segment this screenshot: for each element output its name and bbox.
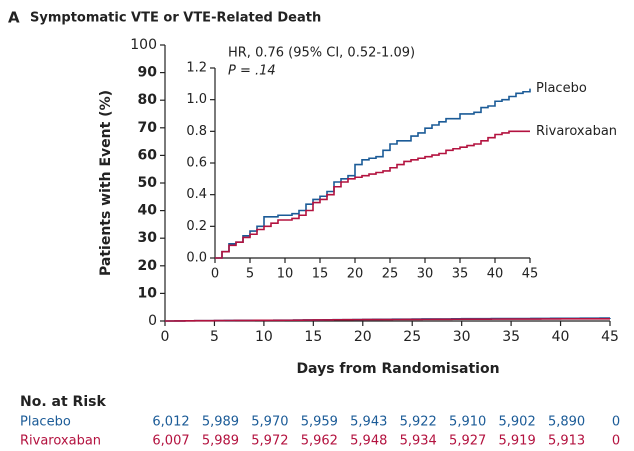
- x-tick-label: 15: [312, 267, 329, 282]
- x-tick-label: 35: [502, 329, 520, 345]
- risk-value: 5,989: [202, 415, 239, 430]
- risk-value: 5,972: [251, 434, 288, 449]
- y-tick-label: 1.2: [186, 61, 207, 76]
- x-tick-label: 5: [246, 267, 254, 282]
- risk-value: 5,959: [301, 415, 338, 430]
- annotation-hr: HR, 0.76 (95% CI, 0.52-1.09): [228, 46, 415, 61]
- y-tick-label: 70: [138, 120, 158, 136]
- risk-value: 5,902: [499, 415, 536, 430]
- risk-value: 6,007: [152, 434, 189, 449]
- chart-title: Symptomatic VTE or VTE-Related Death: [30, 11, 321, 26]
- x-tick-label: 40: [552, 329, 570, 345]
- x-tick-label: 35: [452, 267, 469, 282]
- step-line: [215, 88, 531, 259]
- y-tick-label: 0.0: [186, 251, 207, 266]
- risk-value: 0: [612, 434, 620, 449]
- risk-value: 5,934: [400, 434, 437, 449]
- annotation-p: P = .14: [228, 64, 276, 79]
- x-tick-label: 40: [487, 267, 504, 282]
- y-tick-label: 0.8: [186, 124, 207, 139]
- x-tick-label: 0: [161, 329, 170, 345]
- risk-value: 0: [612, 415, 620, 430]
- y-axis-title: Patients with Event (%): [98, 90, 114, 276]
- step-line: [215, 130, 530, 259]
- y-tick-label: 1.0: [186, 92, 207, 107]
- y-tick-label: 0.4: [186, 187, 207, 202]
- y-tick-label: 30: [138, 230, 158, 246]
- y-tick-label: 90: [138, 65, 158, 81]
- y-tick-label: 60: [138, 147, 158, 163]
- risk-value: 5,970: [251, 415, 288, 430]
- y-tick-label: 100: [130, 37, 157, 53]
- y-tick-label: 20: [138, 258, 158, 274]
- risk-row-name: Placebo: [20, 415, 71, 430]
- risk-value: 5,922: [400, 415, 437, 430]
- risk-row-name: Rivaroxaban: [20, 434, 101, 449]
- x-tick-label: 30: [417, 267, 434, 282]
- risk-value: 5,948: [350, 434, 387, 449]
- x-tick-label: 10: [255, 329, 273, 345]
- x-tick-label: 25: [382, 267, 399, 282]
- step-line: [165, 317, 610, 322]
- panel-letter: A: [8, 9, 20, 27]
- y-tick-label: 0.2: [186, 219, 207, 234]
- y-tick-label: 10: [138, 285, 158, 301]
- risk-value: 6,012: [152, 415, 189, 430]
- x-tick-label: 45: [601, 329, 619, 345]
- risk-table-title: No. at Risk: [20, 394, 106, 410]
- y-tick-label: 80: [138, 92, 158, 108]
- risk-value: 5,943: [350, 415, 387, 430]
- x-tick-label: 15: [304, 329, 322, 345]
- risk-value: 5,927: [449, 434, 486, 449]
- x-tick-label: 25: [403, 329, 421, 345]
- risk-value: 5,919: [499, 434, 536, 449]
- y-tick-label: 40: [138, 203, 158, 219]
- x-tick-label: 20: [354, 329, 372, 345]
- x-tick-label: 10: [277, 267, 294, 282]
- x-tick-label: 30: [453, 329, 471, 345]
- y-tick-label: 0.6: [186, 156, 207, 171]
- x-axis-title: Days from Randomisation: [296, 361, 499, 377]
- x-tick-label: 0: [211, 267, 219, 282]
- y-tick-label: 0: [148, 313, 157, 329]
- risk-value: 5,989: [202, 434, 239, 449]
- x-tick-label: 45: [522, 267, 539, 282]
- x-tick-label: 20: [347, 267, 364, 282]
- series-label: Rivaroxaban: [536, 124, 617, 139]
- risk-value: 5,962: [301, 434, 338, 449]
- x-tick-label: 5: [210, 329, 219, 345]
- risk-value: 5,913: [548, 434, 585, 449]
- risk-value: 5,910: [449, 415, 486, 430]
- risk-value: 5,890: [548, 415, 585, 430]
- series-label: Placebo: [536, 81, 587, 96]
- y-tick-label: 50: [138, 175, 158, 191]
